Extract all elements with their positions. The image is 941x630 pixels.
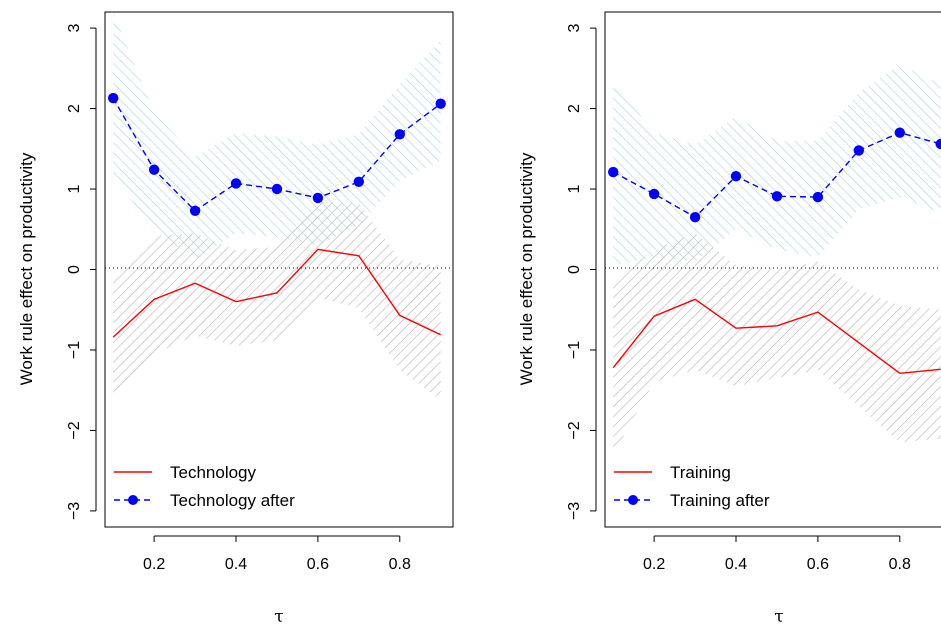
y-tick-label: 1 [566,184,583,193]
y-tick-label: −2 [566,421,583,439]
series-line-after [612,131,941,219]
legend: Technology Technology after [114,463,295,510]
y-tick-label: −3 [66,502,83,520]
confidence-band-main [613,233,941,455]
data-point [230,178,242,189]
data-point [935,138,941,150]
data-point [771,191,783,202]
x-axis: 0.2 0.4 0.6 0.8 [143,535,411,573]
x-axis-title: τ [774,607,783,627]
x-tick-label: 0.8 [889,556,911,573]
y-axis-title: Work rule effect on productivity [517,152,536,385]
series-lines [108,92,446,338]
legend-label-training: Training [670,463,731,482]
legend-label-training-after: Training after [670,491,770,510]
x-tick-label: 0.6 [307,556,329,573]
legend-marker-training-after [628,495,638,505]
y-tick-label: 2 [566,104,583,113]
confidence-bands [113,12,441,400]
plot-frame [604,11,941,528]
data-point [189,205,201,216]
confidence-band-after [613,64,941,266]
legend: Training Training after [614,463,770,510]
data-point [894,127,905,138]
series-lines [608,127,941,375]
y-tick-label: 1 [66,184,83,193]
x-tick-label: 0.2 [143,556,165,573]
y-tick-label: 3 [566,24,583,33]
confidence-band-after [113,12,441,260]
data-point [312,192,324,204]
legend-label-technology: Technology [170,463,257,482]
y-tick-label: 3 [66,24,83,33]
y-tick-label: 2 [66,104,83,113]
panel-training: 3 2 1 0 −1 −2 −3 0.2 0.4 0.6 0.8 Work rule effect… [517,11,941,627]
data-point [648,188,660,200]
y-axis-title: Work rule effect on productivity [17,152,36,385]
x-tick-label: 0.2 [643,556,665,573]
y-tick-label: −1 [566,341,583,359]
data-point [394,129,405,140]
series-line-main [112,248,441,338]
x-axis: 0.2 0.4 0.6 0.8 [643,535,911,573]
data-point [353,176,364,187]
data-point [435,98,446,109]
panel-technology: 3 2 1 0 −1 −2 −3 0.2 0.4 0.6 0.8 Work rule effect… [17,11,454,627]
confidence-bands [613,64,941,455]
data-point [812,191,824,203]
data-point [271,183,283,195]
x-tick-label: 0.4 [725,556,747,573]
y-tick-label: −2 [66,421,83,439]
legend-marker-technology-after [128,495,138,505]
y-tick-label: 0 [66,265,83,274]
legend-label-technology-after: Technology after [170,491,295,510]
x-tick-label: 0.6 [807,556,829,573]
x-tick-label: 0.8 [389,556,411,573]
data-point [853,145,864,156]
y-axis: 3 2 1 0 −1 −2 −3 [66,24,97,520]
data-point [108,92,119,104]
y-axis: 3 2 1 0 −1 −2 −3 [566,24,597,520]
data-point [730,171,742,182]
y-tick-label: −1 [66,341,83,359]
plot-frame [104,11,454,528]
data-point [148,164,160,175]
data-point [608,166,619,178]
data-point [689,212,701,223]
y-tick-label: −3 [566,502,583,520]
y-tick-label: 0 [566,265,583,274]
x-axis-title: τ [274,607,283,627]
series-line-main [612,298,941,375]
x-tick-label: 0.4 [225,556,247,573]
